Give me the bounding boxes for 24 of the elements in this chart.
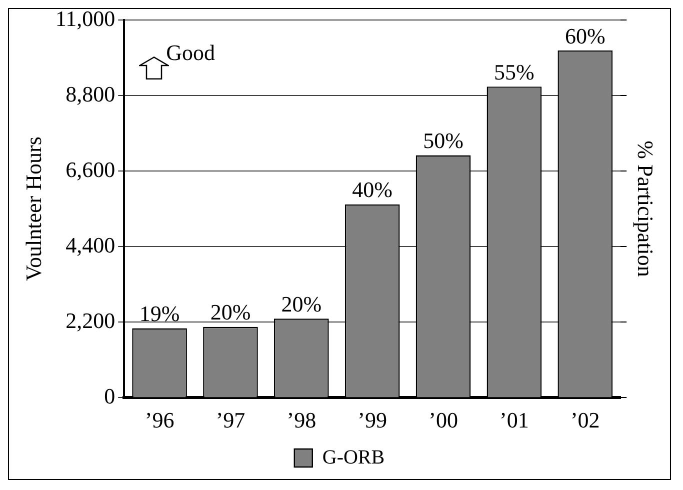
annotation: 60% [564, 23, 606, 48]
x-tick-label: ’02 [570, 408, 600, 433]
x-tick-label: ’01 [500, 408, 529, 433]
x-tick-label: ’98 [286, 408, 316, 433]
annotation: 40% [352, 177, 393, 202]
y-tick-label: 11,000 [55, 6, 116, 31]
annotation: 20% [281, 291, 322, 316]
x-tick-label: ’96 [144, 408, 174, 433]
annotation: Good [166, 40, 215, 65]
y-tick-label: 6,600 [66, 156, 116, 182]
annotation: 20% [210, 300, 251, 325]
y-tick-label: 4,400 [66, 232, 116, 258]
legend-label: G-ORB [322, 446, 385, 468]
annotation: 55% [494, 59, 534, 84]
annotation: 19% [139, 301, 180, 326]
annotation: 50% [423, 128, 464, 154]
x-tick-label: ’00 [428, 408, 458, 433]
y-axis-title: Voulnteer Hours [20, 136, 46, 282]
x-tick-label: ’97 [216, 408, 246, 433]
x-tick-label: ’99 [358, 408, 388, 433]
y2-axis-title: % Participation [633, 140, 658, 277]
y-tick-label: 0 [104, 383, 116, 408]
y-tick-label: 8,800 [66, 81, 116, 106]
y-tick-label: 2,200 [66, 308, 116, 333]
